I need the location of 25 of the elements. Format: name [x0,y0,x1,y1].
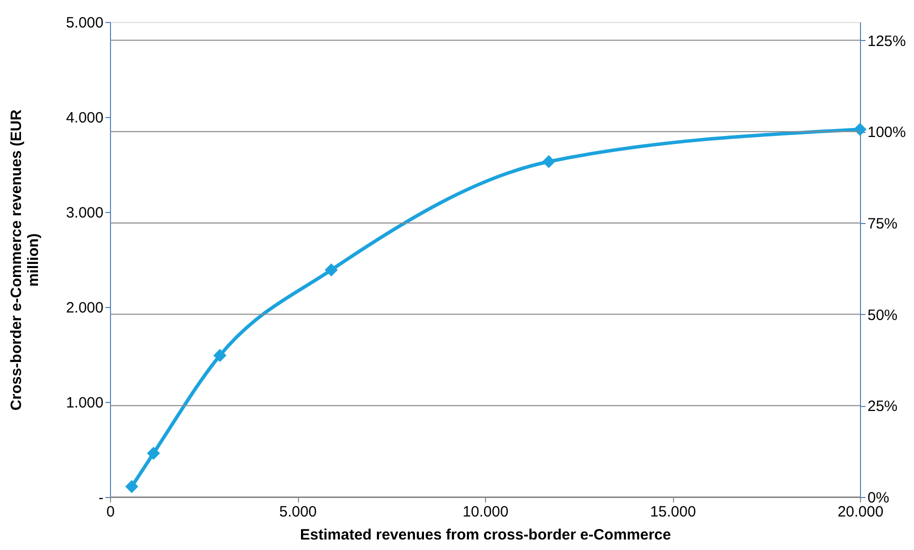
x-tick-label: 5.000 [279,504,317,520]
x-axis-title: Estimated revenues from cross-border e-Commerce [300,526,671,544]
point [853,122,867,136]
y2-tick-label: 125% [868,32,906,50]
y2-tick-label: 75% [868,215,898,232]
y-tick-label: - [98,490,104,506]
point [542,155,556,168]
point [213,348,226,362]
x-tick-label: 15.000 [650,504,696,520]
x-tick-label: 0 [106,504,115,520]
point [125,480,138,494]
x-tick-label: 10.000 [462,504,508,520]
y2-tick-label: 100% [868,124,906,142]
y-tick-label: 3.000 [66,204,104,222]
y-tick-label: 5.000 [66,14,104,32]
y-tick-label: 2.000 [66,300,104,316]
y-tick-label: 1.000 [66,394,104,412]
y-tick-label: 4.000 [66,110,104,126]
x-tick-label: 20.000 [838,504,884,520]
y2-tick-label: 50% [868,306,898,324]
y2-tick-label: 25% [868,398,898,416]
point [324,263,338,276]
point [146,446,160,460]
y-axis-title: Cross-border e-Commerce revenues (EUR million) [8,109,42,410]
y2-tick-label: 0% [868,490,890,506]
